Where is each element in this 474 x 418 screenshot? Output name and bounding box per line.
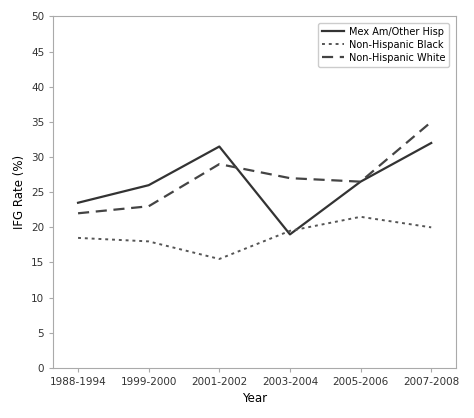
Line: Non-Hispanic Black: Non-Hispanic Black bbox=[78, 217, 431, 259]
Legend: Mex Am/Other Hisp, Non-Hispanic Black, Non-Hispanic White: Mex Am/Other Hisp, Non-Hispanic Black, N… bbox=[319, 23, 449, 66]
Non-Hispanic White bbox=[146, 204, 152, 209]
Line: Mex Am/Other Hisp: Mex Am/Other Hisp bbox=[78, 143, 431, 234]
Non-Hispanic White bbox=[217, 162, 222, 167]
Mex Am/Other Hisp bbox=[358, 179, 364, 184]
Non-Hispanic White bbox=[287, 176, 293, 181]
Non-Hispanic Black bbox=[217, 257, 222, 262]
Non-Hispanic White bbox=[75, 211, 81, 216]
Mex Am/Other Hisp bbox=[287, 232, 293, 237]
Line: Non-Hispanic White: Non-Hispanic White bbox=[78, 122, 431, 213]
Non-Hispanic Black bbox=[287, 228, 293, 233]
X-axis label: Year: Year bbox=[242, 393, 267, 405]
Y-axis label: IFG Rate (%): IFG Rate (%) bbox=[12, 155, 26, 229]
Non-Hispanic Black bbox=[358, 214, 364, 219]
Non-Hispanic Black bbox=[75, 235, 81, 240]
Mex Am/Other Hisp bbox=[75, 200, 81, 205]
Non-Hispanic Black bbox=[428, 225, 434, 230]
Mex Am/Other Hisp bbox=[217, 144, 222, 149]
Non-Hispanic White bbox=[358, 179, 364, 184]
Mex Am/Other Hisp bbox=[146, 183, 152, 188]
Non-Hispanic Black bbox=[146, 239, 152, 244]
Mex Am/Other Hisp bbox=[428, 140, 434, 145]
Non-Hispanic White bbox=[428, 120, 434, 125]
